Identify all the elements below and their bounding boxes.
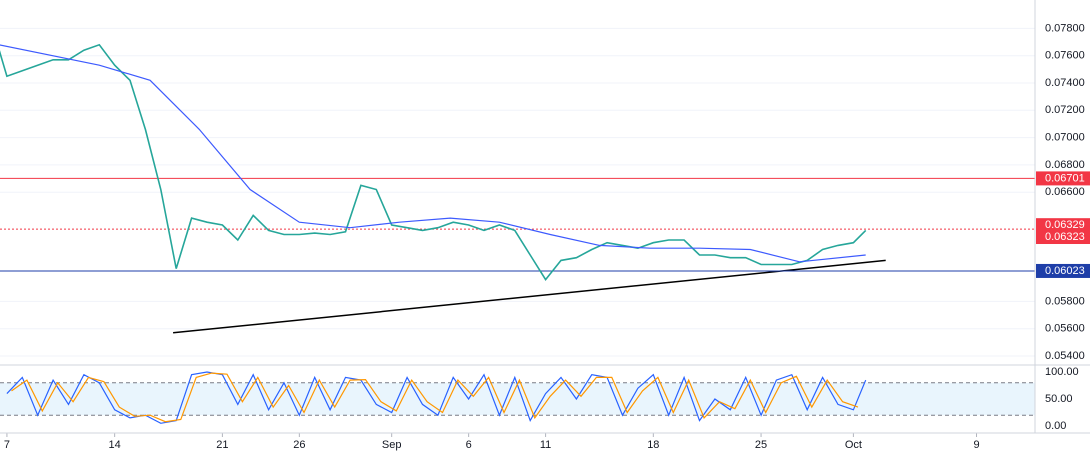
- price-tag: [1036, 218, 1090, 233]
- x-tick-label: 18: [647, 439, 659, 451]
- y-tick-label: 0.00: [1045, 420, 1066, 432]
- y-tick-label: 0.05400: [1045, 350, 1085, 362]
- price-tag: [1036, 171, 1090, 186]
- price-tag: [1036, 263, 1090, 278]
- y-tick-label: 0.07600: [1045, 50, 1085, 62]
- y-tick-label: 0.05800: [1045, 295, 1085, 307]
- x-tick-label: 7: [4, 439, 10, 451]
- series-line: [11, 372, 859, 423]
- y-tick-label: 0.05600: [1045, 323, 1085, 335]
- price-tag-label: 0.06323: [1045, 231, 1085, 243]
- series-line: [0, 44, 866, 263]
- band-fill: [0, 382, 1035, 416]
- y-tick-label: 100.00: [1045, 366, 1079, 378]
- y-tick-label: 0.07000: [1045, 131, 1085, 143]
- series-line: [0, 43, 867, 281]
- y-tick-label: 0.07200: [1045, 104, 1085, 116]
- x-tick-label: 9: [973, 439, 979, 451]
- y-tick-label: 50.00: [1045, 393, 1073, 405]
- price-tag-label: 0.06023: [1045, 265, 1085, 277]
- y-tick-label: 0.06800: [1045, 159, 1085, 171]
- x-tick-label: 21: [216, 439, 228, 451]
- x-tick-label: Sep: [382, 439, 402, 451]
- x-tick-label: 11: [540, 439, 551, 451]
- y-tick-label: 0.07400: [1045, 77, 1085, 89]
- series-line: [6, 371, 867, 424]
- x-tick-label: 6: [466, 439, 472, 451]
- price-tag: [1036, 230, 1090, 245]
- x-tick-label: 26: [293, 439, 305, 451]
- x-tick-label: Oct: [845, 439, 862, 451]
- x-tick-label: 25: [755, 439, 767, 451]
- y-tick-label: 0.06600: [1045, 186, 1085, 198]
- x-tick-label: 14: [109, 439, 121, 451]
- trendline: [173, 259, 886, 334]
- price-tag-label: 0.06329: [1045, 219, 1085, 231]
- price-tag-label: 0.06701: [1045, 172, 1085, 184]
- y-tick-label: 0.07800: [1045, 22, 1085, 34]
